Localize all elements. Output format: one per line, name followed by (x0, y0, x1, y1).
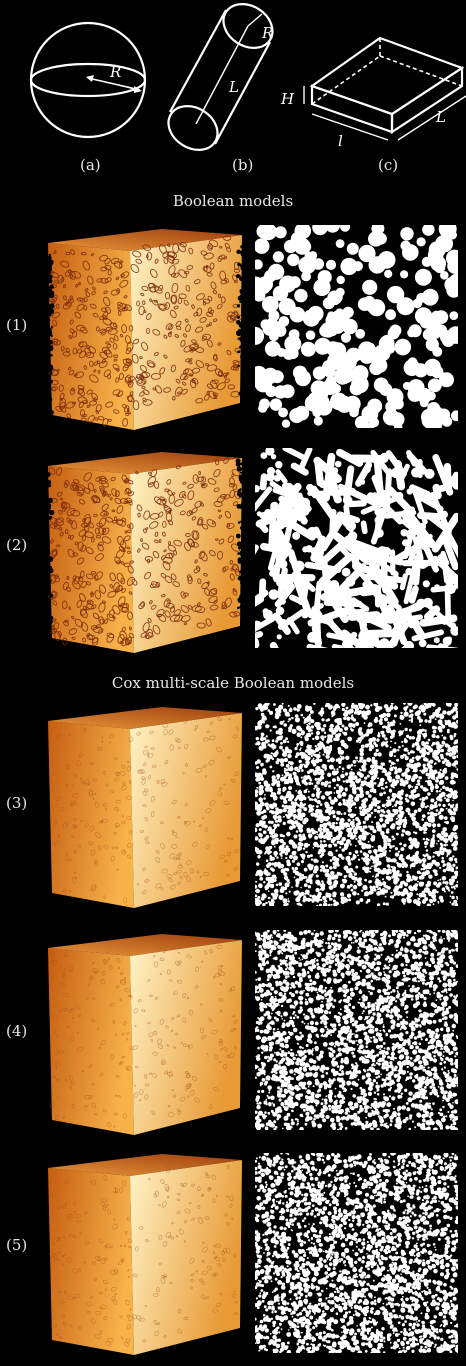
cross-section-5 (255, 1153, 458, 1353)
cube-render-3 (48, 707, 242, 908)
sphere-radius-symbol: R (109, 63, 121, 81)
shapes-diagram: R R L H l L (29, 3, 466, 151)
cross-section-2 (255, 448, 458, 648)
sphere-shape (29, 21, 147, 139)
row-label-1: (1) (6, 316, 28, 334)
cross-section-3 (255, 703, 458, 906)
cylinder-length-symbol: L (228, 78, 239, 96)
cross-section-1 (255, 225, 458, 428)
box-shape (303, 36, 466, 141)
box-height-symbol: H (280, 90, 295, 108)
cylinder-shape (167, 3, 274, 151)
row-label-2: (2) (6, 536, 28, 554)
caption-b: (b) (232, 156, 254, 174)
row-label-5: (5) (6, 1236, 28, 1254)
cube-render-2 (45, 452, 246, 653)
caption-c: (c) (378, 156, 399, 174)
cox-models-title: Cox multi-scale Boolean models (111, 674, 355, 692)
cube-render-5 (48, 1154, 242, 1355)
cube-render-1 (45, 229, 246, 430)
cube-render-4 (48, 934, 242, 1135)
cylinder-radius-symbol: R (261, 24, 273, 42)
caption-a: (a) (80, 156, 101, 174)
cross-section-4 (255, 930, 458, 1130)
row-label-3: (3) (6, 794, 28, 812)
row-label-4: (4) (6, 1022, 28, 1040)
box-width-symbol: l (338, 132, 343, 150)
boolean-models-title: Boolean models (172, 192, 294, 210)
box-length-symbol: L (435, 108, 446, 126)
